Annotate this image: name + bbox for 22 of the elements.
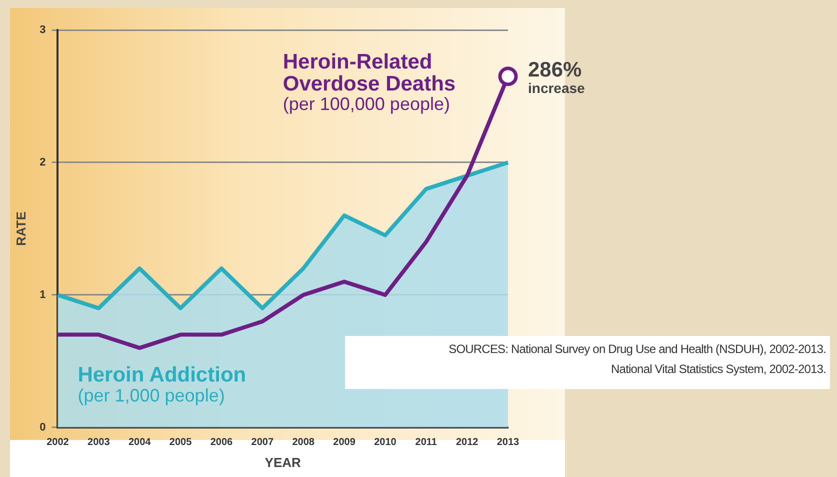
x-tick-label: 2003 bbox=[88, 437, 110, 448]
x-tick-label: 2009 bbox=[333, 437, 356, 448]
y-tick-label: 0 bbox=[40, 421, 46, 434]
x-tick-label: 2012 bbox=[456, 437, 479, 448]
x-tick-label: 2008 bbox=[292, 437, 315, 448]
x-tick-label: 2007 bbox=[251, 437, 274, 448]
y-tick-label: 3 bbox=[40, 24, 46, 36]
x-tick-label: 2004 bbox=[128, 437, 152, 448]
x-tick-label: 2002 bbox=[46, 437, 70, 448]
annotation: 286% increase bbox=[528, 58, 586, 96]
x-tick-label: 2005 bbox=[169, 437, 192, 448]
y-tick-label: 1 bbox=[40, 288, 46, 301]
x-tick-label: 2010 bbox=[374, 437, 397, 448]
x-tick-label: 2013 bbox=[496, 437, 520, 448]
x-axis-title: YEAR bbox=[264, 454, 302, 470]
series-label: Heroin-Related Overdose Deaths (per 100,000 people) bbox=[282, 50, 456, 114]
y-axis-title: RATE bbox=[13, 211, 28, 246]
series-label: Heroin Addiction (per 1,000 people) bbox=[78, 364, 246, 406]
x-tick-label: 2006 bbox=[210, 437, 234, 448]
note-box: SOURCES: National Survey on Drug Use and Health (NSDUH), 2002-2013. National Vital Statistics System, 2002-2013. bbox=[345, 336, 830, 389]
y-tick-label: 2 bbox=[40, 156, 46, 168]
x-tick-label: 2011 bbox=[415, 437, 438, 448]
